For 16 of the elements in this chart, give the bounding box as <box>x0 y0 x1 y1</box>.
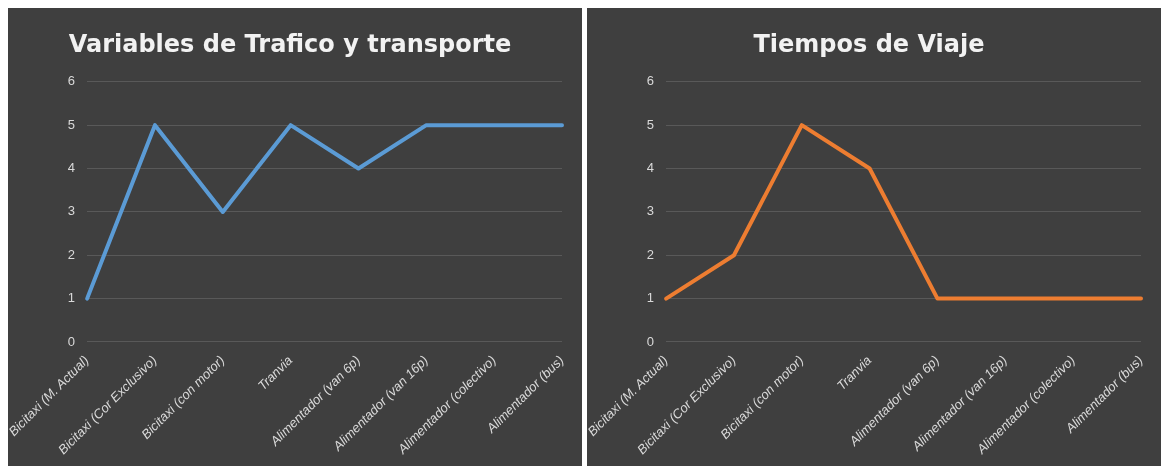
y-tick-label: 6 <box>67 73 76 89</box>
chart-title: Variables de Trafico y transporte <box>68 29 512 58</box>
y-tick-label: 2 <box>646 246 655 262</box>
y-tick-label: 4 <box>67 160 76 176</box>
y-tick-label: 3 <box>646 203 655 219</box>
y-tick-label: 1 <box>67 290 76 306</box>
y-tick-label: 4 <box>646 160 655 176</box>
y-tick-label: 5 <box>67 116 76 132</box>
y-tick-label: 6 <box>646 73 655 89</box>
y-tick-label: 3 <box>67 203 76 219</box>
y-tick-label: 5 <box>646 116 655 132</box>
y-tick-label: 1 <box>646 290 655 306</box>
y-tick-label: 0 <box>646 333 655 349</box>
y-tick-label: 2 <box>67 246 76 262</box>
chart-title: Tiempos de Viaje <box>753 29 985 58</box>
y-tick-label: 0 <box>67 333 76 349</box>
